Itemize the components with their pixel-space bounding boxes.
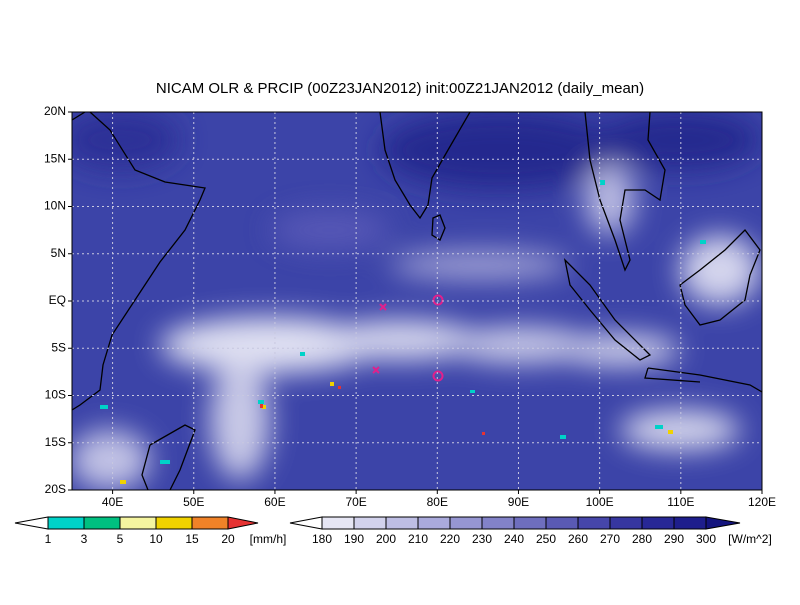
legend-box: [155, 516, 193, 530]
legend-label: 210: [408, 532, 428, 546]
lat-tick-label: 5S: [51, 340, 66, 354]
legend-label: 190: [344, 532, 364, 546]
legend-label: 300: [696, 532, 716, 546]
lat-tick-label: 5N: [51, 246, 66, 260]
legend-label: 10: [149, 532, 163, 546]
legend-label: 220: [440, 532, 460, 546]
lon-tick-label: 60E: [264, 495, 285, 509]
legend-unit: [mm/h]: [250, 532, 287, 546]
legend-label: 240: [504, 532, 524, 546]
legend-label: 250: [536, 532, 556, 546]
lat-tick-label: 15N: [44, 151, 66, 165]
legend-box: [545, 516, 579, 530]
lon-tick-label: 90E: [508, 495, 529, 509]
lat-tick-label: EQ: [49, 293, 66, 307]
axes: 40E 50E 60E 70E 80E 90E 100E 110E 120E 20N 15N 10N 5…: [44, 104, 776, 509]
legend-label: 290: [664, 532, 684, 546]
graticule: [72, 112, 762, 490]
legend-box: [83, 516, 121, 530]
legend-box: [609, 516, 643, 530]
legend-box: [449, 516, 483, 530]
lon-tick-label: 70E: [345, 495, 366, 509]
lon-tick-label: 80E: [427, 495, 448, 509]
legend-label: 3: [81, 532, 88, 546]
lat-tick-label: 10N: [44, 199, 66, 213]
lat-tick-label: 20N: [44, 104, 66, 118]
legend-box: [47, 516, 85, 530]
legend-box: [353, 516, 387, 530]
legend-label: 280: [632, 532, 652, 546]
legend-label: 180: [312, 532, 332, 546]
legend-box: [191, 516, 229, 530]
legend-box: [119, 516, 157, 530]
legend-label: 270: [600, 532, 620, 546]
lat-tick-label: 10S: [45, 388, 66, 402]
legend-arrow: [705, 516, 741, 530]
legend-arrow: [14, 516, 49, 530]
lat-tick-label: 15S: [45, 435, 66, 449]
legend-label: 20: [221, 532, 235, 546]
legend-box: [513, 516, 547, 530]
title: NICAM OLR & PRCIP (00Z23JAN2012) init:00…: [156, 80, 644, 97]
lat-tick-label: 20S: [45, 482, 66, 496]
legend-box: [641, 516, 675, 530]
lon-tick-label: 50E: [183, 495, 204, 509]
legend-box: [577, 516, 611, 530]
lon-tick-label: 100E: [586, 495, 614, 509]
legend-box: [417, 516, 451, 530]
legend-label: 5: [117, 532, 124, 546]
legend-box: [321, 516, 355, 530]
legend-label: 230: [472, 532, 492, 546]
lon-tick-label: 40E: [102, 495, 123, 509]
legend-box: [673, 516, 707, 530]
legend-label: 200: [376, 532, 396, 546]
legend-label: 15: [185, 532, 199, 546]
map-field: [72, 112, 762, 490]
lon-tick-label: 110E: [667, 495, 694, 509]
legend-arrow: [289, 516, 323, 530]
legend-arrow: [227, 516, 259, 530]
legend-label: 260: [568, 532, 588, 546]
legend-unit: [W/m^2]: [728, 532, 772, 546]
legend-box: [481, 516, 515, 530]
legend-box: [385, 516, 419, 530]
legends: 1 3 5 10 15 20 [mm/h] 180 190 200 210 220 230 240 250 2…: [14, 516, 772, 546]
lon-tick-label: 120E: [748, 495, 776, 509]
legend-label: 1: [45, 532, 52, 546]
